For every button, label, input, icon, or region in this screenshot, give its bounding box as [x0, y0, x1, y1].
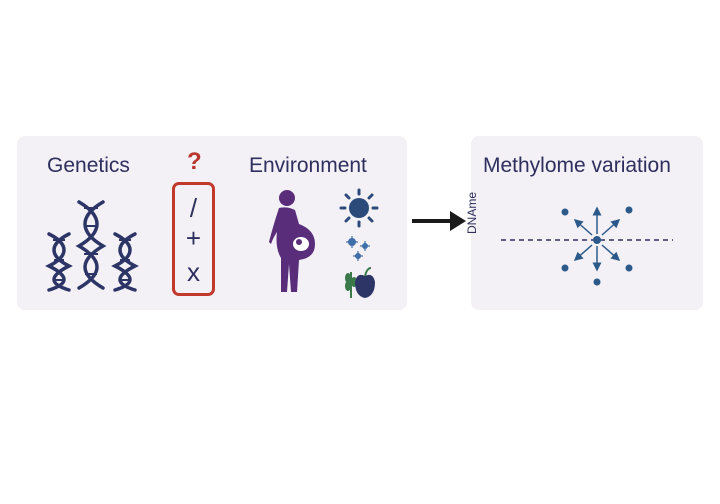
environment-icons: [269, 188, 379, 298]
variation-dot: [625, 206, 633, 214]
methylome-title: Methylome variation: [483, 154, 671, 177]
operator-box: / + x: [172, 182, 215, 296]
divide-operator: /: [189, 193, 198, 223]
pregnant-woman-icon: [269, 190, 315, 292]
variation-dot: [561, 264, 569, 272]
question-mark: ?: [187, 148, 202, 175]
methylome-panel: Methylome variation DNAme: [465, 136, 703, 310]
variation-dot: [561, 208, 569, 216]
genetics-title: Genetics: [47, 154, 130, 177]
times-operator: x: [187, 257, 200, 287]
genetics-environment-panel: Genetics ? Environment / + x: [17, 136, 407, 310]
apple-icon: [355, 267, 375, 298]
environment-title: Environment: [249, 154, 367, 177]
wheat-icon: [345, 272, 357, 298]
variation-dot: [625, 264, 633, 272]
dname-axis-label: DNAme: [465, 191, 479, 234]
methylome-variation-graphic: [501, 206, 673, 286]
variation-dot: [593, 278, 601, 286]
plus-operator: +: [185, 223, 202, 253]
virus-icon: [346, 236, 370, 261]
center-dot: [593, 236, 601, 244]
dna-helix-icon: [45, 200, 139, 292]
right-arrow-icon: [412, 211, 466, 231]
sun-icon: [339, 188, 379, 228]
